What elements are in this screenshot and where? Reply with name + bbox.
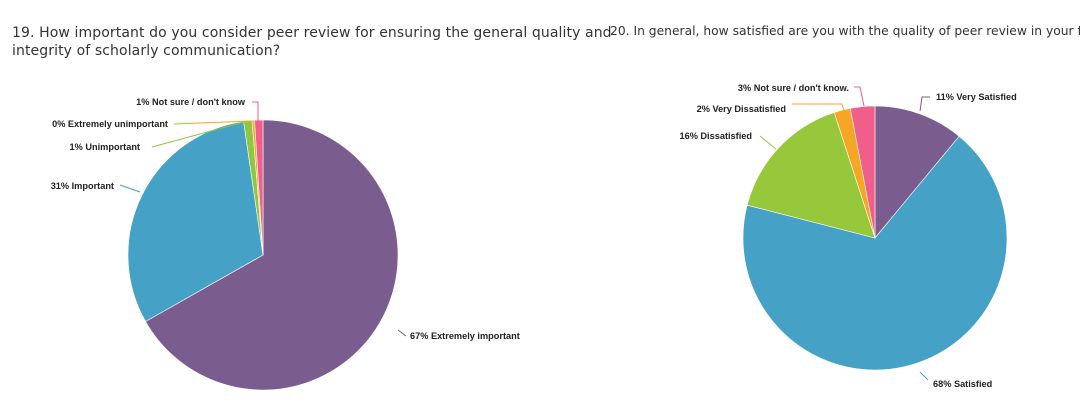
chart-1-slice-extremely-important — [145, 119, 399, 391]
chart-1-leader-unimportant — [151, 120, 249, 148]
chart-2-pie: 11% Very Satisfied 68% Satisfied 16% Dissa… — [679, 83, 1016, 389]
chart-2-label-very-satisfied: 11% Very Satisfied — [936, 92, 1017, 102]
chart-1-leader-not-sure-don-t-know — [252, 101, 259, 121]
chart-1-title: 19. How important do you consider peer r… — [12, 24, 612, 60]
chart-2-title-line-1: 20. In general, how satisfied are you wi… — [610, 24, 1080, 38]
chart-1-label-extremely-unimportant: 0% Extremely unimportant — [52, 119, 168, 129]
chart-1-leader-important — [119, 184, 141, 193]
chart-2-leader-very-satisfied — [919, 96, 930, 112]
chart-1-pie: 67% Extremely important 31% Important 1% U… — [51, 97, 520, 391]
chart-1-leader-extremely-important — [397, 329, 407, 337]
chart-1-label-not-sure-don-t-know: 1% Not sure / don't know — [136, 97, 246, 107]
chart-2-slice-very-satisfied — [874, 105, 960, 239]
chart-1-title-line-2: integrity of scholarly communication? — [12, 43, 281, 59]
chart-1-slice-not-sure-don-t-know — [254, 119, 264, 256]
chart-2-slice-satisfied — [742, 135, 1008, 371]
chart-2-label-not-sure-don-t-know: 3% Not sure / don't know. — [738, 83, 849, 93]
chart-1-label-important: 31% Important — [51, 181, 114, 191]
chart-1-slice-important — [127, 121, 264, 322]
chart-2-label-satisfied: 68% Satisfied — [933, 379, 992, 389]
chart-2-label-dissatisfied: 16% Dissatisfied — [679, 131, 752, 141]
chart-1-label-extremely-important: 67% Extremely important — [410, 331, 520, 341]
chart-2-leader-dissatisfied — [759, 135, 777, 150]
chart-1-title-line-1: 19. How important do you consider peer r… — [12, 25, 612, 41]
chart-1-label-unimportant: 1% Unimportant — [70, 142, 140, 152]
chart-2-slice-not-sure-don-t-know — [849, 105, 876, 239]
chart-1-leader-extremely-unimportant — [173, 120, 253, 125]
chart-2-leader-very-dissatisfied — [792, 103, 845, 111]
chart-2-slice-dissatisfied — [746, 112, 876, 239]
chart-2-leader-satisfied — [919, 371, 929, 381]
chart-2-title: 20. In general, how satisfied are you wi… — [610, 23, 1080, 39]
chart-2-leader-not-sure-don-t-know — [854, 86, 865, 107]
chart-2-label-very-dissatisfied: 2% Very Dissatisfied — [697, 104, 786, 114]
